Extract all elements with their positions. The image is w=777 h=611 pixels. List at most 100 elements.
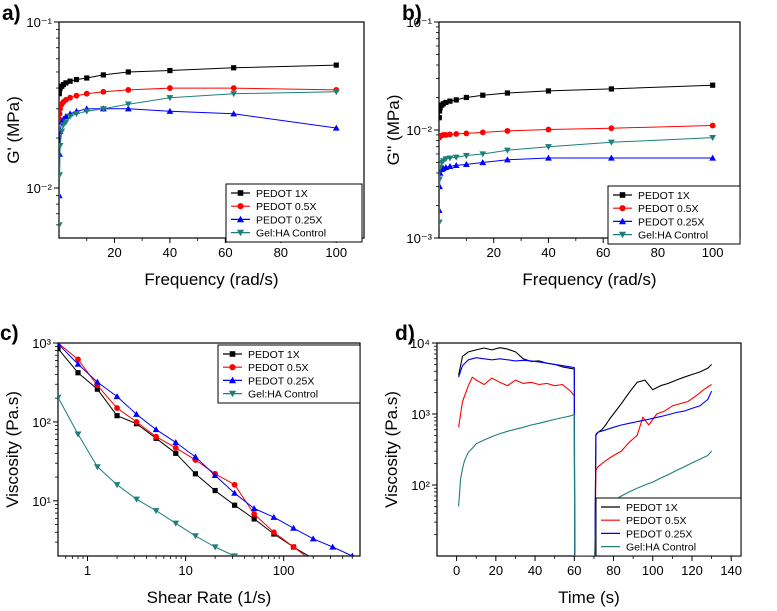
legend-label: PEDOT 0.25X (626, 528, 692, 540)
data-point (545, 154, 552, 161)
data-point (59, 110, 63, 117)
legend-marker (229, 364, 236, 371)
plot-area (458, 347, 713, 556)
plot-area (439, 82, 717, 226)
data-point (167, 85, 173, 91)
data-point (504, 90, 511, 96)
chart-panel-2: c) 1 10 100 10¹ 10² 10³ Shear Rate (1/s) Viscosi… (0, 322, 361, 607)
y-tick-label: 10⁻² (406, 123, 432, 138)
data-point (463, 130, 470, 137)
data-point (439, 108, 443, 114)
data-point (290, 524, 297, 531)
data-point (58, 394, 62, 401)
x-tick-label: 100 (325, 245, 347, 260)
legend-marker (236, 215, 245, 223)
legend-marker (237, 190, 244, 196)
legend-label: PEDOT 1X (626, 502, 678, 514)
x-tick-label: 1 (84, 563, 91, 578)
data-point (133, 496, 140, 503)
plot-frame (57, 342, 361, 557)
y-tick-label: 10⁴ (410, 336, 430, 351)
series-line (58, 343, 307, 556)
legend-label: PEDOT 1X (256, 188, 308, 200)
data-point (83, 90, 90, 97)
x-tick-label: 0 (453, 563, 460, 578)
series-gel-ha-control (59, 89, 340, 229)
data-point (192, 453, 199, 460)
data-point (504, 147, 511, 154)
series-line (59, 108, 337, 196)
legend-marker (228, 376, 237, 384)
legend-marker (237, 203, 244, 210)
x-tick-label: 140 (720, 563, 742, 578)
x-tick-label: 80 (274, 245, 288, 260)
series-pedot-0-5x (439, 122, 716, 141)
data-point (211, 472, 219, 479)
data-point (446, 163, 454, 170)
legend-label: PEDOT 0.25X (256, 214, 322, 226)
data-point (125, 86, 132, 93)
data-point (504, 156, 511, 163)
data-point (545, 88, 552, 94)
x-tick-label: 100 (642, 563, 664, 578)
legend-label: PEDOT 1X (638, 190, 690, 202)
series-pedot-0-5x (458, 376, 712, 556)
data-point (152, 426, 160, 433)
data-point (172, 439, 180, 446)
data-point (231, 489, 239, 496)
x-tick-label: 20 (489, 563, 503, 578)
data-point (309, 535, 317, 542)
data-point (545, 144, 552, 151)
legend-label: PEDOT 0.25X (638, 216, 704, 228)
series-line (458, 376, 712, 556)
x-tick-label: 100 (702, 245, 724, 260)
y-axis-label: G'' (MPa) (384, 95, 403, 166)
data-point (480, 92, 486, 98)
y-tick-label: 10³ (32, 336, 51, 351)
data-point (59, 172, 63, 179)
data-point (114, 405, 120, 411)
data-point (113, 482, 121, 489)
data-point (67, 78, 73, 84)
x-tick-label: 10 (178, 563, 192, 578)
data-point (251, 516, 257, 522)
x-tick-label: 100 (273, 563, 295, 578)
data-point (608, 86, 614, 92)
data-point (94, 386, 100, 392)
data-point (504, 128, 511, 134)
data-point (453, 131, 460, 137)
series-pedot-0-25x (58, 343, 355, 556)
data-point (172, 520, 180, 527)
series-gel-ha-control (439, 135, 717, 226)
legend-marker (618, 231, 627, 239)
data-point (192, 471, 199, 477)
series-pedot-1x (439, 82, 716, 121)
series-line (58, 348, 310, 556)
series-gel-ha-control (58, 394, 239, 556)
data-point (67, 94, 73, 101)
data-point (479, 129, 486, 136)
x-tick-label: 60 (567, 563, 581, 578)
data-point (709, 154, 717, 161)
data-point (332, 124, 340, 131)
chart-panel-3: d) 0 20 40 60 80 100 120 140 10² 10³ 10⁴ Time (s) Vis… (382, 322, 742, 607)
data-point (439, 183, 443, 190)
data-point (125, 69, 131, 75)
data-point (66, 113, 74, 120)
data-point (350, 552, 355, 556)
panel-label: b) (402, 2, 422, 25)
data-point (231, 553, 239, 556)
data-point (230, 91, 238, 98)
legend-label: Gel:HA Control (638, 230, 708, 242)
data-point (192, 533, 199, 540)
data-point (166, 95, 174, 102)
y-axis-label: Viscosity (Pa.s) (382, 391, 401, 508)
series-pedot-0-5x (58, 343, 307, 556)
data-point (270, 513, 278, 520)
data-point (439, 115, 442, 121)
data-point (439, 164, 444, 171)
chart-panel-1: b) 20 40 60 80 100 10⁻³ 10⁻² 10⁻¹ Frequency (rad/… (384, 2, 741, 289)
data-point (62, 113, 70, 120)
